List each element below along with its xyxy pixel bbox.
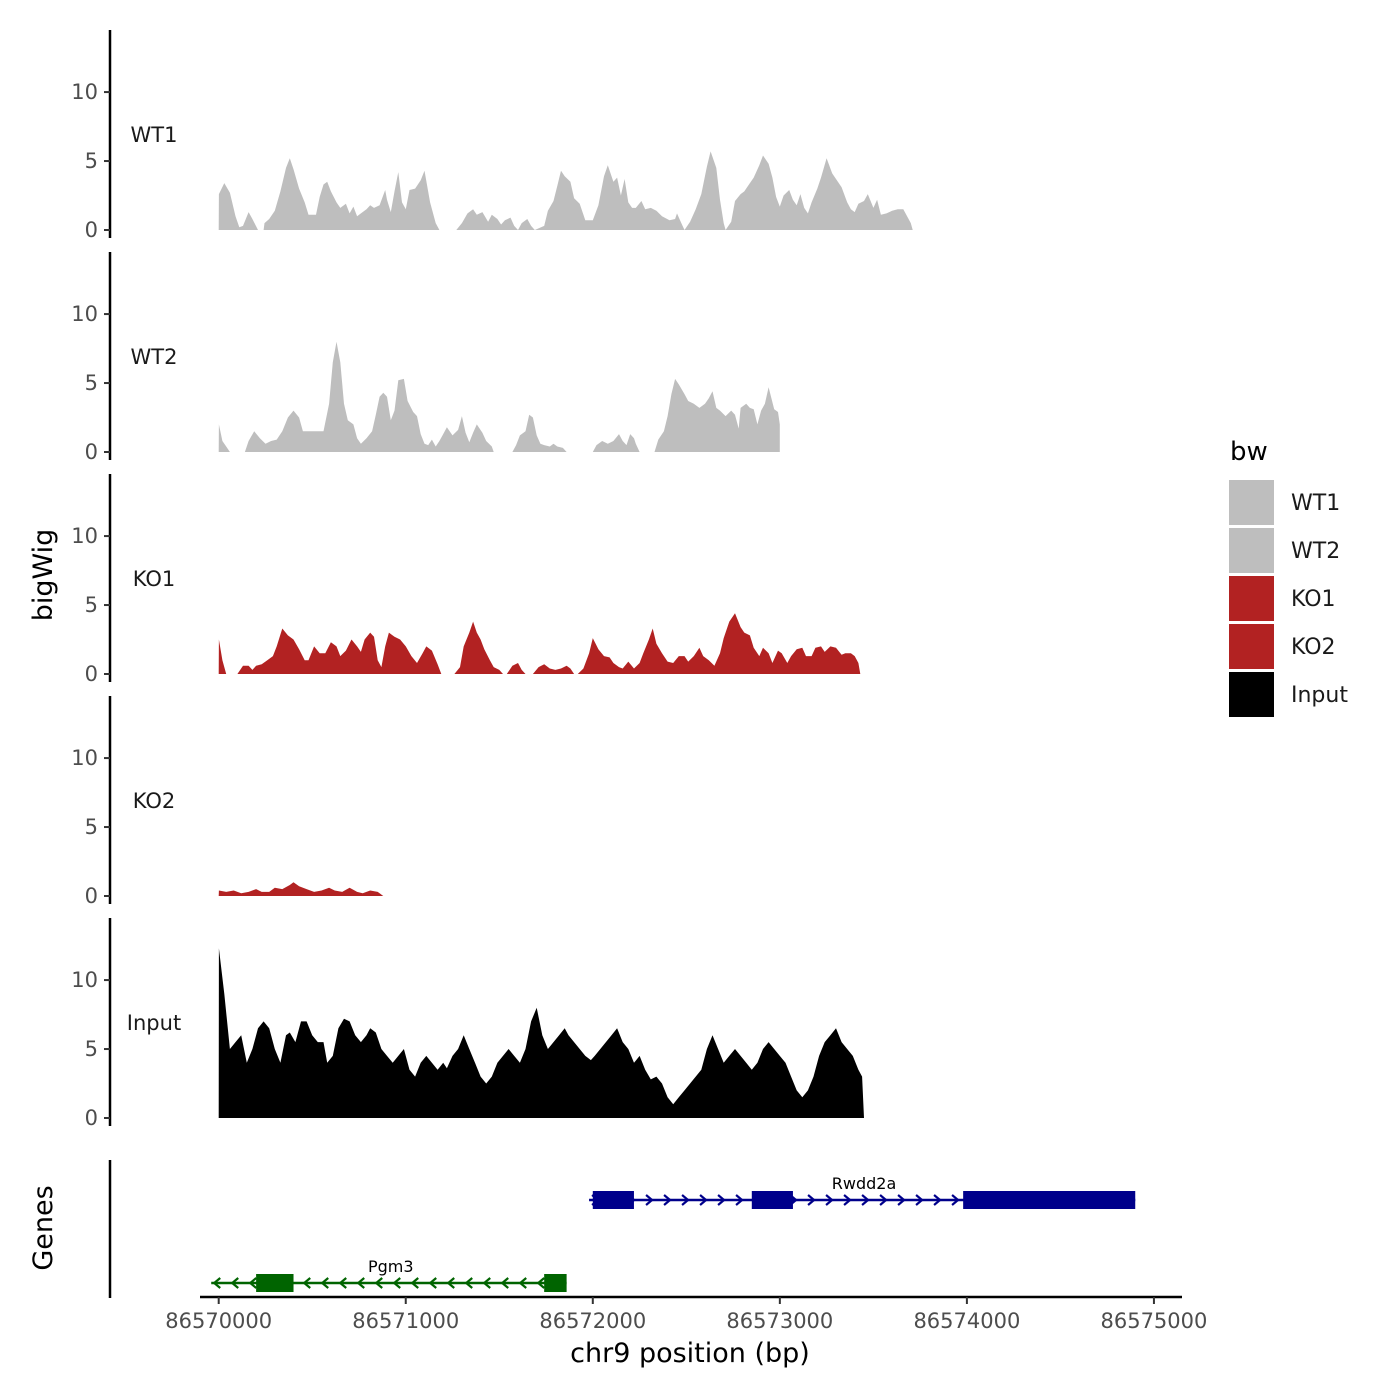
gene-exon: [751, 1191, 793, 1209]
track-ko2: 0 5 10 KO2: [71, 696, 384, 908]
track-label: KO2: [133, 789, 176, 813]
y-axis-title: bigWig: [28, 529, 59, 622]
y-tick-label: 10: [71, 524, 98, 548]
legend-label-input: Input: [1291, 683, 1348, 708]
x-tick-label: 86570000: [165, 1309, 272, 1333]
legend-key-ko2: [1229, 624, 1274, 669]
strand-arrow: [212, 1277, 221, 1289]
strand-arrow: [320, 1277, 329, 1289]
strand-arrow: [500, 1277, 509, 1289]
strand-arrow: [356, 1277, 365, 1289]
track-label: WT2: [131, 345, 178, 369]
strand-arrow: [410, 1277, 419, 1289]
x-tick-label: 86575000: [1100, 1309, 1207, 1333]
strand-arrow: [717, 1194, 726, 1206]
strand-arrow: [861, 1194, 870, 1206]
strand-arrow: [879, 1194, 888, 1206]
strand-arrow: [681, 1194, 690, 1206]
legend-key-wt2: [1229, 528, 1274, 573]
signal-area-wt2: [218, 341, 780, 452]
y-tick-label: 5: [85, 149, 98, 173]
strand-arrow: [645, 1194, 654, 1206]
legend-key-wt1: [1229, 480, 1274, 525]
strand-arrow: [735, 1194, 744, 1206]
gene-exon: [256, 1274, 294, 1292]
signal-tracks: 0 5 10 WT1 0 5 10 WT2 0 5 10 KO1 0 5 10 KO2 0 5 10 Input: [71, 30, 913, 1130]
x-tick-label: 86574000: [913, 1309, 1020, 1333]
signal-area-ko2: [218, 882, 384, 896]
track-ko1: 0 5 10 KO1: [71, 474, 861, 686]
legend: bw WT1 WT2 KO1 KO2 Input: [1229, 437, 1348, 717]
y-tick-label: 5: [85, 371, 98, 395]
legend-label-ko2: KO2: [1291, 635, 1336, 660]
strand-arrow: [464, 1277, 473, 1289]
legend-label-wt1: WT1: [1291, 491, 1340, 516]
strand-arrow: [338, 1277, 347, 1289]
strand-arrow: [825, 1194, 834, 1206]
gene-pgm3: Pgm3: [211, 1257, 567, 1292]
x-tick-label: 86573000: [726, 1309, 833, 1333]
strand-arrow: [933, 1194, 942, 1206]
gene-track: Rwdd2a Pgm3: [108, 1160, 1136, 1298]
x-axis-title: chr9 position (bp): [570, 1338, 810, 1369]
y-tick-label: 0: [85, 662, 98, 686]
y-tick-label: 0: [85, 218, 98, 242]
signal-area-ko1: [218, 613, 861, 674]
x-tick-label: 86572000: [539, 1309, 646, 1333]
track-label: KO1: [133, 567, 176, 591]
legend-key-ko1: [1229, 576, 1274, 621]
signal-area-wt1: [218, 151, 913, 230]
x-tick-label: 86571000: [352, 1309, 459, 1333]
gene-track-title: Genes: [28, 1185, 59, 1270]
track-wt1: 0 5 10 WT1: [71, 30, 913, 242]
strand-arrow: [951, 1194, 960, 1206]
y-tick-label: 5: [85, 593, 98, 617]
strand-arrow: [374, 1277, 383, 1289]
y-tick-label: 10: [71, 746, 98, 770]
track-wt2: 0 5 10 WT2: [71, 252, 780, 464]
y-tick-label: 0: [85, 884, 98, 908]
x-axis: 86570000 86571000 86572000 86573000 86574000…: [165, 1295, 1207, 1333]
strand-arrow: [897, 1194, 906, 1206]
legend-title: bw: [1230, 437, 1268, 467]
strand-arrow: [230, 1277, 239, 1289]
strand-arrow: [446, 1277, 455, 1289]
strand-arrow: [302, 1277, 311, 1289]
legend-label-wt2: WT2: [1291, 539, 1340, 564]
strand-arrow: [518, 1277, 527, 1289]
y-tick-label: 10: [71, 302, 98, 326]
gene-exon: [963, 1191, 1136, 1209]
signal-area-input: [218, 948, 864, 1118]
y-tick-label: 0: [85, 1106, 98, 1130]
gene-exon: [544, 1274, 567, 1292]
strand-arrow: [843, 1194, 852, 1206]
y-tick-label: 5: [85, 1037, 98, 1061]
strand-arrow: [915, 1194, 924, 1206]
strand-arrow: [807, 1194, 816, 1206]
gene-exon: [592, 1191, 634, 1209]
strand-arrow: [663, 1194, 672, 1206]
track-label: WT1: [131, 123, 178, 147]
gene-label: Pgm3: [368, 1257, 414, 1276]
strand-arrow: [536, 1277, 545, 1289]
strand-arrow: [392, 1277, 401, 1289]
strand-arrow: [699, 1194, 708, 1206]
y-tick-label: 10: [71, 80, 98, 104]
y-tick-label: 10: [71, 968, 98, 992]
legend-label-ko1: KO1: [1291, 587, 1336, 612]
strand-arrow: [428, 1277, 437, 1289]
strand-arrow: [248, 1277, 257, 1289]
track-input: 0 5 10 Input: [71, 918, 864, 1130]
track-label: Input: [127, 1011, 181, 1035]
y-tick-label: 5: [85, 815, 98, 839]
gene-label: Rwdd2a: [832, 1174, 897, 1193]
y-tick-label: 0: [85, 440, 98, 464]
gene-rwdd2a: Rwdd2a: [589, 1174, 1136, 1209]
legend-key-input: [1229, 672, 1274, 717]
strand-arrow: [482, 1277, 491, 1289]
